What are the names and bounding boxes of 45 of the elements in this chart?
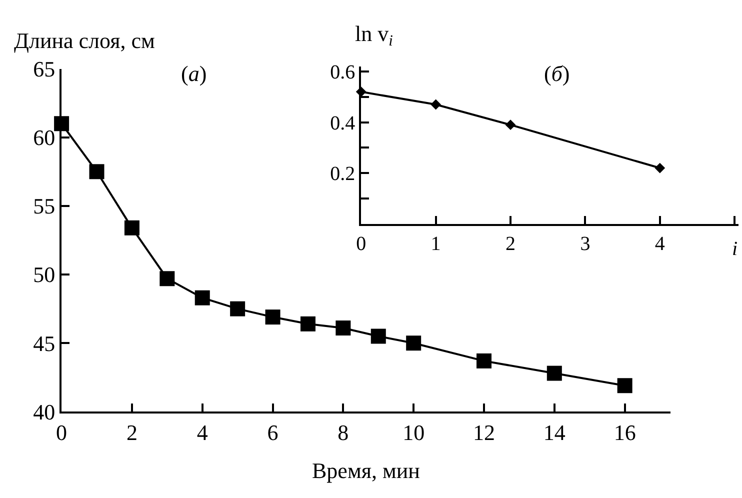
x-tick-label: 2 xyxy=(126,420,138,446)
annotation: (а) xyxy=(181,61,207,86)
y-axis-title: Длина слоя, см xyxy=(14,28,156,53)
x-tick-label: 14 xyxy=(543,420,566,446)
y-tick-label: 0.6 xyxy=(330,61,356,84)
x-tick-label: 12 xyxy=(472,420,495,446)
point xyxy=(617,378,632,394)
x-tick-label: 10 xyxy=(402,420,425,446)
x-tick-label: 6 xyxy=(267,420,278,446)
x-tick-label: 1 xyxy=(430,232,441,255)
y-tick-label: 45 xyxy=(33,330,56,356)
point xyxy=(265,310,280,325)
x-tick-label: 16 xyxy=(614,420,636,446)
x-tick-label: 0 xyxy=(56,420,68,446)
y-axis-title: ln v$_{i}$ xyxy=(355,21,393,50)
y-tick-label: 65 xyxy=(33,56,56,82)
y-tick-label: 60 xyxy=(33,125,56,150)
x-tick-label: 4 xyxy=(196,420,208,446)
x-tick-label: 0 xyxy=(356,232,366,255)
point xyxy=(430,99,442,110)
point xyxy=(370,328,386,344)
point xyxy=(546,366,562,381)
point xyxy=(160,271,175,286)
x-axis-title: i xyxy=(732,238,738,260)
x-axis-title: Время, мин xyxy=(312,458,420,483)
point xyxy=(654,162,666,174)
point xyxy=(505,120,516,130)
point xyxy=(336,320,351,336)
annotation: (б) xyxy=(544,61,570,86)
x-tick-label: 3 xyxy=(580,232,590,255)
point xyxy=(300,316,316,332)
y-tick-label: 40 xyxy=(33,399,56,424)
y-tick-label: 0.4 xyxy=(330,112,356,134)
point xyxy=(194,290,210,306)
point xyxy=(89,164,104,180)
point xyxy=(476,353,492,368)
point xyxy=(406,336,422,351)
x-tick-label: 2 xyxy=(505,232,516,255)
point xyxy=(230,301,246,316)
x-tick-label: 4 xyxy=(654,232,665,255)
point xyxy=(124,220,140,236)
y-tick-label: 50 xyxy=(33,262,56,288)
y-tick-label: 0.2 xyxy=(330,163,356,186)
x-tick-label: 8 xyxy=(338,420,349,446)
y-tick-label: 55 xyxy=(33,194,56,219)
